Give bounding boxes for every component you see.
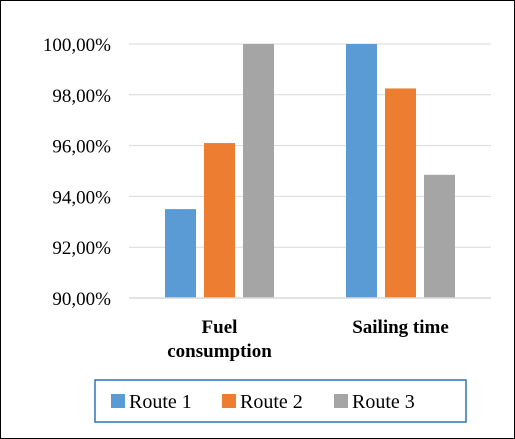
x-category-label: Fuel consumption — [167, 317, 272, 362]
legend-swatch — [111, 394, 125, 408]
x-category-label-line: consumption — [167, 341, 272, 362]
legend: Route 1 Route 2 Route 3 — [94, 379, 467, 423]
y-tick-label: 94,00% — [52, 187, 111, 208]
bar-route-2 — [204, 143, 235, 298]
x-category-label-line: Fuel — [202, 317, 238, 338]
legend-swatch — [222, 394, 236, 408]
bars — [165, 44, 455, 298]
y-axis-tick-labels: 90,00% 92,00% 94,00% 96,00% 98,00% 100,00% — [43, 35, 111, 310]
y-tick-label: 92,00% — [52, 238, 111, 259]
legend-label: Route 2 — [240, 391, 303, 413]
bar-route-3 — [424, 174, 455, 298]
x-category-label: Sailing time — [352, 317, 449, 338]
y-tick-label: 90,00% — [52, 289, 111, 310]
legend-swatch — [334, 394, 348, 408]
y-tick-label: 100,00% — [43, 35, 111, 56]
x-category-label-line: Sailing time — [352, 317, 449, 338]
bar-route-1 — [165, 209, 196, 298]
bar-route-2 — [385, 88, 416, 298]
legend-label: Route 3 — [352, 391, 415, 413]
y-tick-label: 98,00% — [52, 86, 111, 107]
legend-box — [94, 379, 467, 423]
bar-route-3 — [243, 44, 274, 298]
category-labels: Fuel consumption Sailing time — [167, 317, 449, 362]
bar-route-1 — [346, 44, 377, 298]
y-tick-label: 96,00% — [52, 137, 111, 158]
legend-label: Route 1 — [129, 391, 192, 413]
